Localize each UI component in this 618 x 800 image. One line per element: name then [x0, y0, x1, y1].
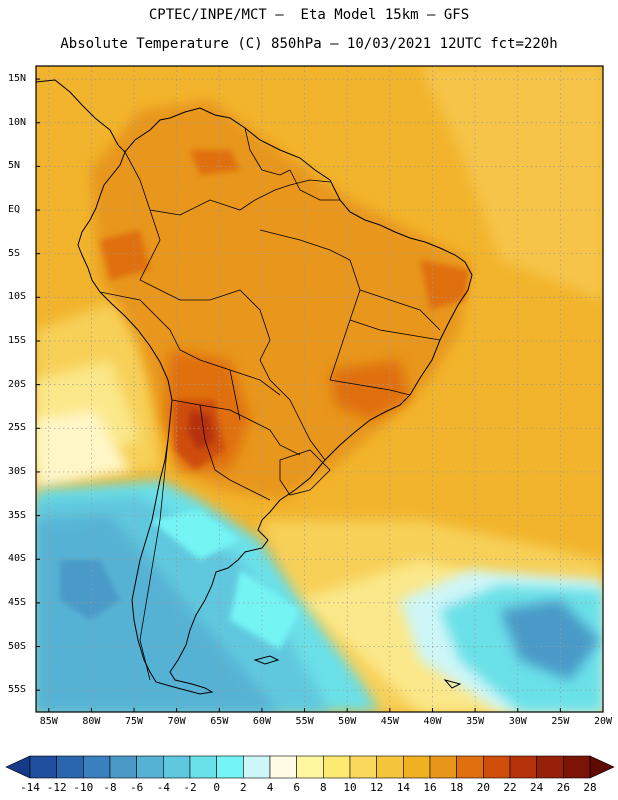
title-line-1: CPTEC/INPE/MCT – Eta Model 15km – GFS — [148, 7, 470, 23]
colorbar-swatch — [243, 755, 271, 779]
colorbar-label: 24 — [530, 781, 544, 794]
country-borders — [99, 127, 441, 681]
lon-label: 75W — [125, 716, 144, 727]
lat-label: 50S — [8, 640, 27, 652]
lat-label: 35S — [8, 509, 27, 521]
colorbar-swatch — [216, 755, 244, 779]
colorbar-swatch — [296, 755, 324, 779]
colorbar-swatch — [589, 755, 615, 779]
lon-label: 80W — [82, 716, 101, 727]
colorbar-swatch — [56, 755, 84, 779]
lon-label: 45W — [380, 716, 399, 727]
colorbar-swatch — [5, 755, 31, 779]
colorbar-label: -10 — [73, 781, 94, 794]
lon-label: 25W — [551, 716, 570, 727]
colorbar-label: -4 — [156, 781, 170, 794]
lat-label: EQ — [8, 204, 21, 216]
lon-label: 50W — [338, 716, 357, 727]
colorbar-swatch — [563, 755, 591, 779]
colorbar-label: 20 — [476, 781, 490, 794]
colorbar-swatch — [29, 755, 57, 779]
lat-label: 55S — [8, 684, 27, 696]
colorbar-label: 0 — [213, 781, 220, 794]
lat-label: 5N — [8, 160, 21, 172]
colorbar — [5, 755, 615, 779]
colorbar-label: 28 — [583, 781, 597, 794]
lat-label: 40S — [8, 553, 27, 565]
lon-label: 70W — [167, 716, 186, 727]
lon-label: 40W — [423, 716, 442, 727]
lat-label: 15N — [8, 73, 27, 85]
lat-label: 5S — [8, 247, 21, 259]
lat-label: 20S — [8, 378, 27, 390]
colorbar-label: -2 — [183, 781, 197, 794]
colorbar-label: 4 — [266, 781, 274, 794]
colorbar-swatch — [483, 755, 511, 779]
colorbar-swatch — [536, 755, 564, 779]
colorbar-label: 12 — [370, 781, 384, 794]
lat-label: 30S — [8, 465, 27, 477]
lat-label: 10N — [8, 116, 27, 128]
colorbar-label: 26 — [556, 781, 570, 794]
map-frame — [35, 65, 604, 713]
lat-label: 25S — [8, 422, 27, 434]
colorbar-label: -12 — [46, 781, 67, 794]
title-line-2: Absolute Temperature (C) 850hPa – 10/03/… — [60, 36, 558, 52]
lon-label: 30W — [508, 716, 527, 727]
lon-label: 35W — [466, 716, 485, 727]
lon-label: 20W — [593, 716, 613, 727]
colorbar-label: -8 — [103, 781, 117, 794]
colorbar-label: 16 — [423, 781, 437, 794]
colorbar-swatch — [403, 755, 431, 779]
temperature-field — [36, 66, 603, 712]
colorbar-swatch — [189, 755, 217, 779]
lat-label: 15S — [8, 334, 27, 346]
colorbar-swatch — [83, 755, 111, 779]
lon-label: 65W — [210, 716, 229, 727]
colorbar-swatch — [109, 755, 137, 779]
colorbar-label: 8 — [320, 781, 327, 794]
colorbar-swatch — [509, 755, 537, 779]
lon-label: 60W — [252, 716, 271, 727]
colorbar-label: 2 — [240, 781, 247, 794]
coastline — [36, 79, 473, 695]
colorbar-label: 22 — [503, 781, 517, 794]
colorbar-swatch — [376, 755, 404, 779]
lon-label: 55W — [295, 716, 314, 727]
lat-label: 10S — [8, 291, 27, 303]
colorbar-label: 18 — [450, 781, 464, 794]
lon-label: 85W — [39, 716, 58, 727]
colorbar-label: 6 — [293, 781, 300, 794]
colorbar-label: 14 — [396, 781, 410, 794]
colorbar-swatch — [323, 755, 351, 779]
colorbar-swatch — [136, 755, 164, 779]
colorbar-swatch — [429, 755, 457, 779]
colorbar-swatch — [349, 755, 377, 779]
colorbar-swatch — [163, 755, 191, 779]
colorbar-swatch — [456, 755, 484, 779]
colorbar-label: -14 — [20, 781, 40, 794]
lat-label: 45S — [8, 596, 27, 608]
colorbar-label: 10 — [343, 781, 357, 794]
colorbar-label: -6 — [130, 781, 144, 794]
colorbar-swatch — [269, 755, 297, 779]
